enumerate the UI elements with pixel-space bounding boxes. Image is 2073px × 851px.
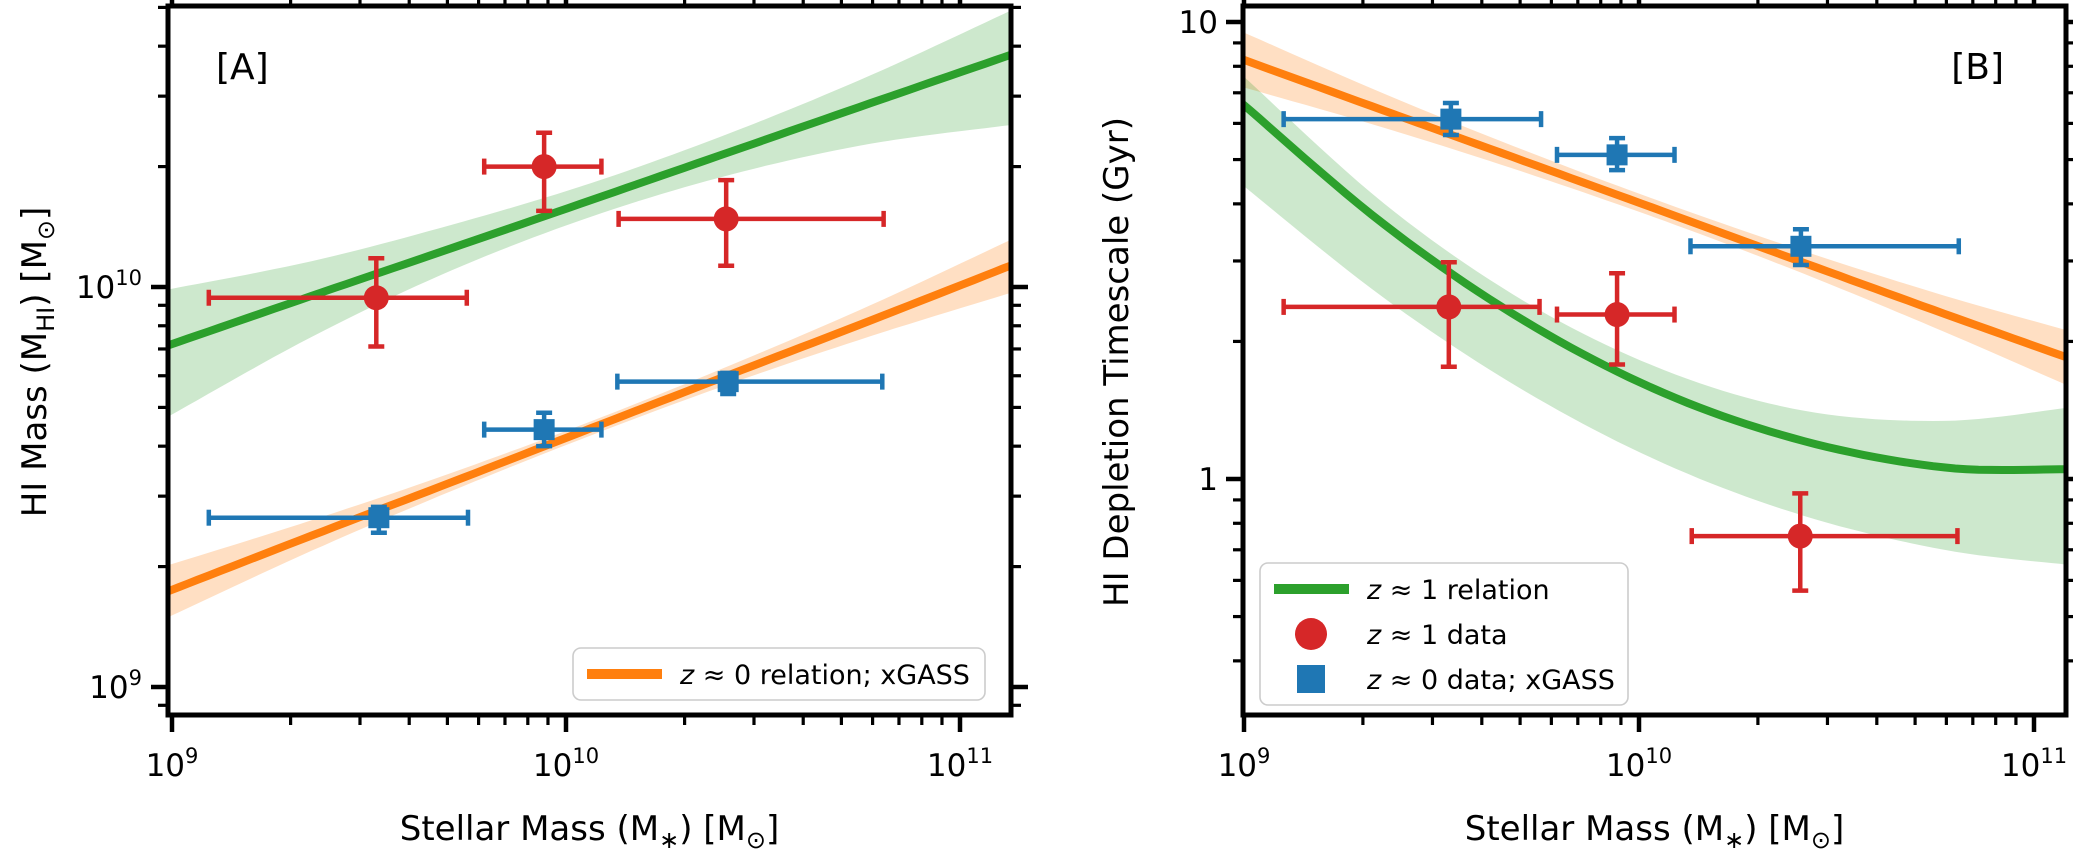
x-tick-label: 1010 [1606, 744, 1672, 784]
data-series-red-circles [1281, 260, 1960, 593]
y-axis-label: HI Depletion Timescale (Gyr) [1097, 117, 1137, 607]
legend-entry-label: z ≈ 0 data; xGASS [1366, 665, 1615, 696]
legend-entry-label: z ≈ 0 relation; xGASS [679, 660, 970, 691]
data-point-circle [1436, 294, 1462, 320]
data-point-circle [363, 285, 389, 311]
y-tick-label: 10 [1179, 5, 1218, 41]
axes-spines [1240, 3, 2069, 718]
legend-swatch-square [1297, 665, 1325, 693]
x-tick-label: 109 [1218, 744, 1271, 784]
legend-entry-label: z ≈ 1 relation [1366, 575, 1550, 606]
legend-a: z ≈ 0 relation; xGASS [572, 647, 986, 701]
y-tick-label: 109 [89, 666, 142, 706]
data-point-circle [713, 206, 739, 232]
axes-spines [165, 3, 1014, 718]
error-bar [1281, 100, 1544, 138]
ticks-b [1226, 0, 2073, 732]
data-point-square [1440, 108, 1462, 130]
panel-b: 109 1010 1011 10 1 Stellar Mass (M∗) [M⊙] HI D… [1097, 0, 2073, 851]
error-bar [1688, 226, 1962, 268]
legend-swatch-circle [1295, 618, 1327, 650]
data-point-circle [531, 154, 557, 180]
plot-area-b [1243, 32, 2066, 593]
x-axis-label: Stellar Mass (M∗) [M⊙] [1465, 809, 1845, 851]
data-series-red-circles [206, 130, 886, 349]
y-tick-label: 1010 [76, 266, 142, 306]
y-axis-label: HI Mass (MHI) [M⊙] [15, 207, 60, 518]
data-point-square [533, 419, 555, 441]
data-series-blue-squares [1281, 100, 1962, 268]
panel-a-corner-label: [A] [216, 47, 269, 88]
x-tick-label: 1010 [533, 744, 599, 784]
panel-b-corner-label: [B] [1951, 47, 2004, 88]
data-point-square [1790, 235, 1812, 257]
data-series-blue-squares [206, 370, 885, 536]
data-point-circle [1604, 302, 1630, 328]
data-point-circle [1787, 523, 1813, 549]
plot-area-a [168, 10, 1011, 618]
data-point-square [717, 371, 739, 393]
data-point-square [368, 507, 390, 529]
x-axis-label: Stellar Mass (M∗) [M⊙] [400, 809, 780, 851]
x-tick-label: 1011 [2001, 744, 2067, 784]
relation-line-green [1243, 98, 2066, 474]
data-point-square [1606, 144, 1628, 166]
x-tick-label: 1011 [927, 744, 993, 784]
confidence-band-green [1243, 75, 2066, 565]
ticks-a [151, 0, 1028, 732]
legend-entry-label: z ≈ 1 data [1366, 620, 1508, 651]
confidence-band-green [168, 10, 1011, 417]
legend-box [572, 647, 986, 701]
panel-a: 109 1010 1011 109 1010 Stellar Mass (M∗) [M⊙]… [15, 0, 1028, 851]
error-bar [616, 177, 886, 269]
relation-line-orange [1243, 55, 2066, 362]
legend-b: z ≈ 1 relation z ≈ 1 data z ≈ 0 data; xGAS… [1259, 562, 1629, 706]
relation-line-green [168, 50, 1011, 350]
y-tick-label: 1 [1198, 462, 1218, 498]
x-tick-label: 109 [146, 744, 199, 784]
legend-box [1259, 562, 1629, 706]
